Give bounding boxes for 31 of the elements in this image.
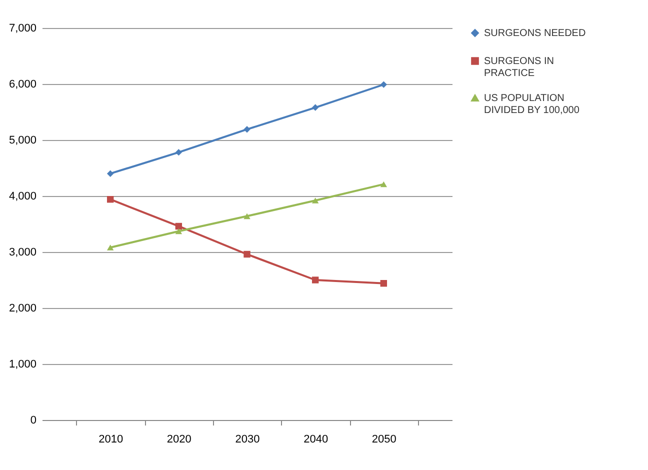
point [312,276,319,284]
x-tick-label: 2020 [166,434,192,446]
point [380,280,388,287]
y-tick-label: 6,000 [8,78,36,90]
point [244,250,250,258]
y-tick-label: 2,000 [8,302,36,314]
point [106,244,114,250]
y-tick-label: 1,000 [8,358,36,370]
point [106,196,114,203]
x-tick-label: 2040 [304,434,328,446]
y-tick-label: 0 [30,414,36,426]
y-tick-label: 4,000 [8,190,36,202]
x-tick-label: 2010 [98,434,124,446]
point [175,228,182,234]
y-tick-label: 3,000 [8,246,36,258]
x-tick-label: 2030 [235,434,260,446]
legend-label: SURGEONS NEEDED [484,28,586,39]
legend-label: SURGEONS IN PRACTICE [484,56,554,79]
x-tick-label: 2050 [372,434,396,446]
point [380,81,388,88]
y-tick-label: 5,000 [8,134,36,146]
point [380,181,388,188]
point [244,126,250,133]
legend-label: US POPULATION DIVIDED BY 100,000 [484,93,580,116]
point [175,222,182,230]
y-tick-label: 7,000 [8,22,36,34]
point [175,148,182,156]
point [312,198,319,204]
point [312,104,319,111]
point [244,213,250,220]
point [106,170,114,177]
